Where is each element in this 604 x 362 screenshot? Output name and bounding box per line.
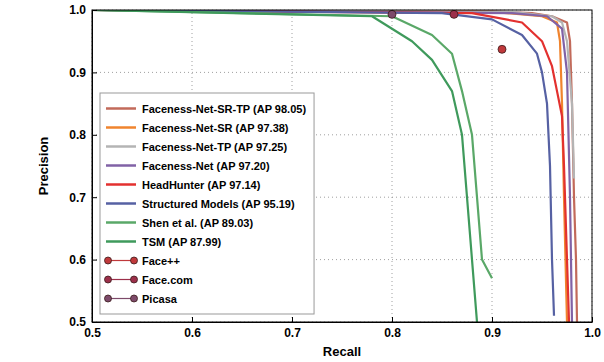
point xyxy=(498,45,506,53)
line xyxy=(92,10,567,322)
grid-line xyxy=(392,10,393,322)
legend-marker xyxy=(131,257,138,264)
legend: Faceness-Net-SR-TP (AP 98.05) Faceness-Ne… xyxy=(100,93,314,314)
legend-label: Faceness-Net-TP (AP 97.25) xyxy=(142,141,287,153)
legend-label: Shen et al. (AP 89.03) xyxy=(142,217,253,229)
legend-marker xyxy=(131,295,138,302)
tick-label: 0.7 xyxy=(284,326,301,340)
legend-marker xyxy=(105,295,112,302)
line xyxy=(92,10,572,322)
tick-mark xyxy=(392,317,393,322)
legend-swatch xyxy=(106,202,136,205)
tick: 0.6 xyxy=(69,253,97,267)
legend-item: Face++ xyxy=(105,255,180,267)
tick: 0.5 xyxy=(69,315,97,329)
frame xyxy=(92,10,592,322)
legend-swatch xyxy=(106,221,136,224)
tick-label: 1.0 xyxy=(69,3,86,17)
tick-label: 0.8 xyxy=(384,326,401,340)
tick-label: 1.0 xyxy=(584,326,601,340)
tick-label: 0.9 xyxy=(484,326,501,340)
legend-swatch xyxy=(106,183,136,186)
tick-mark xyxy=(492,317,493,322)
tick: 1.0 xyxy=(69,3,97,17)
legend-box xyxy=(100,93,314,314)
legend-swatch xyxy=(106,126,136,129)
tick: 0.7 xyxy=(69,191,97,205)
y-axis-title: Precision xyxy=(36,137,51,196)
tick: 0.9 xyxy=(69,66,97,80)
x-axis: 0.5 0.6 0.7 0.8 0.9 1.0 xyxy=(84,317,601,340)
point xyxy=(388,10,396,18)
line xyxy=(92,10,569,322)
legend-label: Face.com xyxy=(142,274,193,286)
x-axis-title: Recall xyxy=(323,344,361,359)
legend-marker xyxy=(131,276,138,283)
legend-item: Faceness-Net-SR-TP (AP 98.05) xyxy=(106,103,306,115)
legend-label: Structured Models (AP 95.19) xyxy=(142,198,295,210)
tick-mark xyxy=(192,317,193,322)
plot-area xyxy=(92,10,577,322)
line xyxy=(92,10,577,322)
legend-label: Faceness-Net-SR (AP 97.38) xyxy=(142,122,289,134)
legend-label: Picasa xyxy=(142,293,178,305)
legend-label: TSM (AP 87.99) xyxy=(142,236,222,248)
tick-label: 0.7 xyxy=(69,191,86,205)
legend-label: HeadHunter (AP 97.14) xyxy=(142,179,261,191)
legend-swatch xyxy=(106,145,136,148)
legend-item: Faceness-Net-TP (AP 97.25) xyxy=(106,141,287,153)
tick-label: 0.5 xyxy=(84,326,101,340)
legend-swatch xyxy=(106,240,136,243)
legend-swatch xyxy=(106,107,136,110)
legend-marker xyxy=(105,257,112,264)
tick: 1.0 xyxy=(584,317,601,340)
y-axis: 0.5 0.6 0.7 0.8 0.9 1.0 xyxy=(69,3,97,329)
legend-item: HeadHunter (AP 97.14) xyxy=(106,179,261,191)
tick-label: 0.5 xyxy=(69,315,86,329)
legend-item: Shen et al. (AP 89.03) xyxy=(106,217,253,229)
tick-mark xyxy=(92,135,97,136)
tick: 0.9 xyxy=(484,317,501,340)
grid-line xyxy=(492,10,493,322)
tick-label: 0.6 xyxy=(184,326,201,340)
axis-line xyxy=(92,11,93,323)
tick-label: 0.9 xyxy=(69,66,86,80)
legend-item: Faceness-Net-SR (AP 97.38) xyxy=(106,122,289,134)
tick-mark xyxy=(92,72,97,73)
legend-marker xyxy=(105,276,112,283)
line xyxy=(92,10,477,322)
tick: 0.7 xyxy=(284,317,301,340)
point xyxy=(450,10,458,18)
tick: 0.6 xyxy=(184,317,201,340)
legend-item: Picasa xyxy=(105,293,178,305)
axis-line xyxy=(93,322,593,323)
tick-mark xyxy=(92,260,97,261)
tick-label: 0.8 xyxy=(69,128,86,142)
grid xyxy=(92,10,592,322)
legend-label: Face++ xyxy=(142,255,180,267)
legend-swatch xyxy=(106,164,136,167)
tick: 0.8 xyxy=(69,128,97,142)
tick: 0.8 xyxy=(384,317,401,340)
legend-item: Face.com xyxy=(105,274,193,286)
tick-mark xyxy=(92,322,97,323)
legend-label: Faceness-Net (AP 97.20) xyxy=(142,160,270,172)
tick-mark xyxy=(92,197,97,198)
tick-mark xyxy=(592,317,593,322)
tick-mark xyxy=(92,10,97,11)
chart: 0.5 0.6 0.7 0.8 0.9 1.0 0.5 0.6 0.7 0.8 0.9 1.0 Reca… xyxy=(0,0,604,362)
legend-item: TSM (AP 87.99) xyxy=(106,236,222,248)
legend-item: Structured Models (AP 95.19) xyxy=(106,198,295,210)
legend-label: Faceness-Net-SR-TP (AP 98.05) xyxy=(142,103,306,115)
line xyxy=(92,10,554,316)
tick-label: 0.6 xyxy=(69,253,86,267)
grid-line xyxy=(92,72,592,73)
tick-mark xyxy=(292,317,293,322)
legend-item: Faceness-Net (AP 97.20) xyxy=(106,160,270,172)
